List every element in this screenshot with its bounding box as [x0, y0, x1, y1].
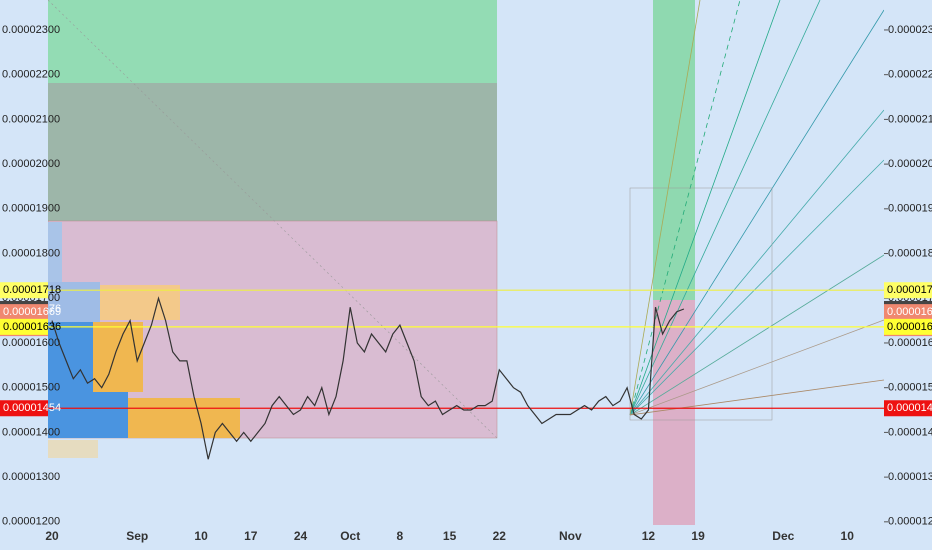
y-tick-label: 0.00002300: [2, 24, 60, 36]
price-label-box: [0, 282, 48, 299]
price-label: 0.00001718: [887, 284, 932, 296]
y-tick-label: 0.00001200: [888, 516, 932, 528]
y-tick-label: 0.00001500: [888, 382, 932, 394]
target-zone: [653, 0, 695, 300]
x-tick-label: 24: [294, 529, 308, 543]
x-tick-label: 15: [443, 529, 457, 543]
y-tick-label: 0.00002000: [2, 158, 60, 170]
price-label: 0.00001636: [887, 321, 932, 333]
x-tick-label: 10: [194, 529, 208, 543]
y-tick-label: 0.00001600: [888, 337, 932, 349]
price-label: 0.00001669: [887, 306, 932, 318]
price-label-box: [884, 318, 932, 335]
x-tick-label: Nov: [559, 529, 582, 543]
x-tick-label: 12: [642, 529, 656, 543]
x-tick-label: Oct: [340, 529, 360, 543]
y-tick-label: 0.00001400: [888, 426, 932, 438]
y-tick-label: 0.00001900: [2, 203, 60, 215]
y-tick-label: 0.00001900: [888, 203, 932, 215]
price-label-box: [884, 282, 932, 299]
price-label-box: [884, 400, 932, 417]
y-tick-label: 0.00001300: [2, 471, 60, 483]
y-tick-label: 0.00001300: [888, 471, 932, 483]
price-line: [51, 296, 685, 460]
x-tick-label: 22: [493, 529, 507, 543]
price-label-box: [0, 318, 48, 335]
target-zone: [48, 0, 497, 83]
y-tick-label: 0.00002100: [888, 113, 932, 125]
volume-profile: [48, 222, 240, 458]
y-tick-label: 0.00001500: [2, 382, 60, 394]
price-label: 0.00001454: [3, 402, 61, 414]
x-tick-label: 10: [841, 529, 855, 543]
price-label: 0.00001454: [887, 402, 932, 414]
x-tick-label: 17: [244, 529, 258, 543]
price-label: 0.00001669: [3, 306, 61, 318]
x-tick-label: 20: [45, 529, 59, 543]
y-tick-label: 0.00002200: [2, 69, 60, 81]
y-tick-label: 0.00001200: [2, 516, 60, 528]
price-label-box: [884, 304, 932, 321]
drawings: [47, 0, 885, 525]
y-tick-label: 0.00002000: [888, 158, 932, 170]
stop-zone: [653, 300, 695, 525]
x-tick-label: 8: [397, 529, 404, 543]
y-tick-label: 0.00001800: [2, 247, 60, 259]
y-axis-right: [884, 0, 932, 550]
y-tick-label: 0.00002200: [888, 69, 932, 81]
y-tick-label: 0.00002300: [888, 24, 932, 36]
y-axis-left: [0, 0, 48, 550]
target-zone: [48, 83, 497, 221]
price-label-box: [0, 400, 48, 417]
y-tick-label: 0.00001600: [2, 337, 60, 349]
price-label: 0.00001636: [3, 321, 61, 333]
price-label-box: [0, 304, 48, 321]
y-tick-label: 0.00001400: [2, 426, 60, 438]
x-tick-label: Dec: [772, 529, 794, 543]
x-tick-label: Sep: [126, 529, 148, 543]
y-tick-label: 0.00002100: [2, 113, 60, 125]
y-tick-label: 0.00001800: [888, 247, 932, 259]
fib-fan: [629, 0, 885, 421]
x-tick-label: 19: [691, 529, 705, 543]
price-label: 0.00001718: [3, 284, 61, 296]
